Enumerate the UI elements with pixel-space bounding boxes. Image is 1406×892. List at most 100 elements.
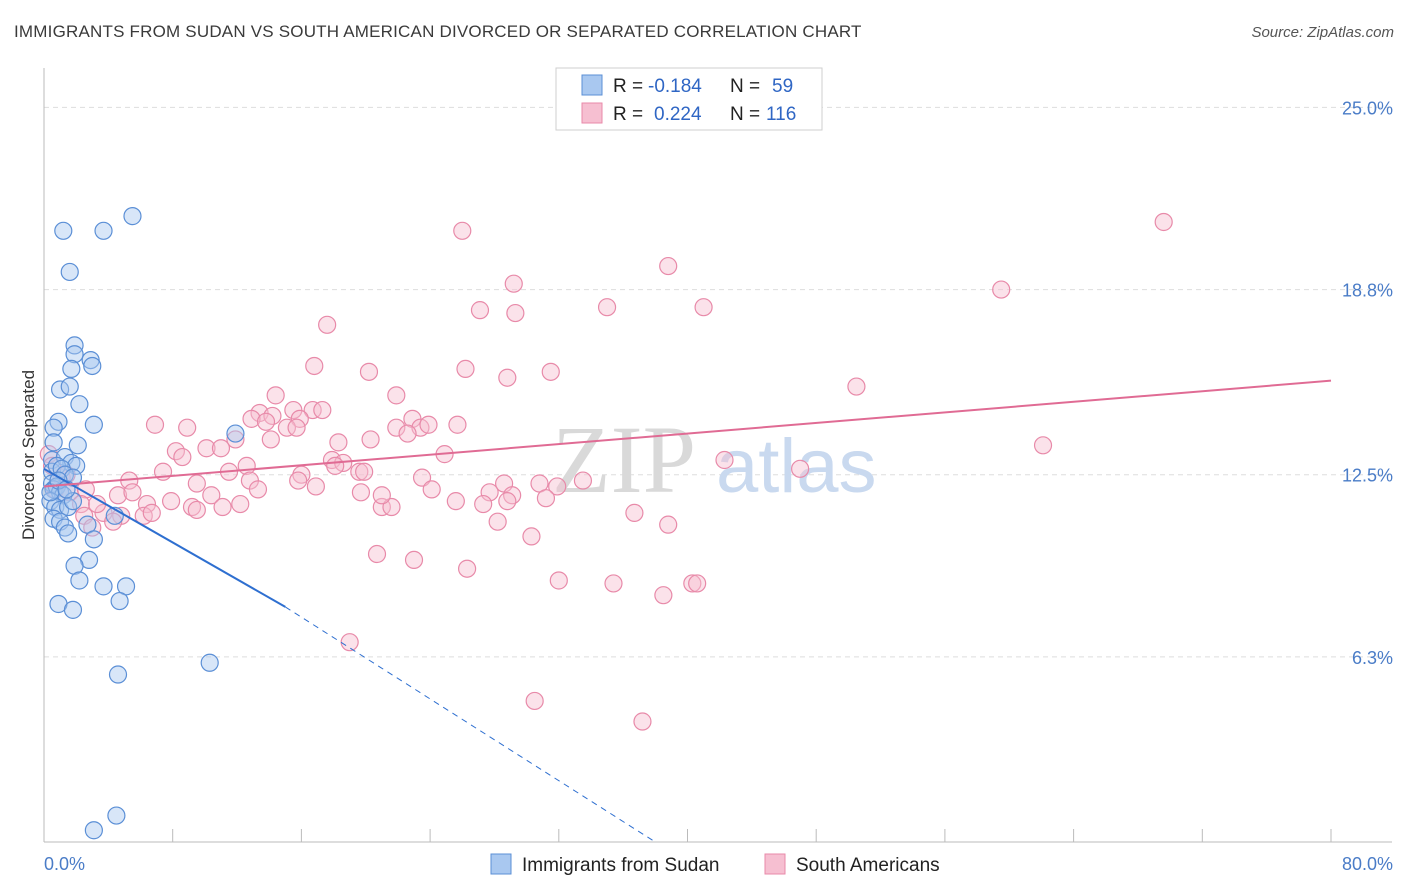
sudan-trend-line <box>43 467 286 608</box>
south-american-point-34 <box>448 415 467 434</box>
sudan-point-17 <box>68 436 87 455</box>
south-american-point-28 <box>178 418 197 437</box>
south-american-point-83 <box>498 492 517 511</box>
legend-n-label-1: N = <box>730 76 760 97</box>
axes-layer <box>43 68 1392 843</box>
legend-n-value-2: 116 <box>766 104 796 125</box>
south-american-point-89 <box>187 500 206 520</box>
south-american-point-51 <box>237 456 256 475</box>
south-american-point-22 <box>313 400 332 420</box>
south-american-point-76 <box>137 494 157 514</box>
south-american-point-29 <box>277 418 297 437</box>
sudan-point-11 <box>70 395 89 414</box>
south-american-point-77 <box>182 497 202 517</box>
south-american-point-107 <box>525 691 544 711</box>
south-american-point-88 <box>142 503 161 522</box>
south-american-point-55 <box>412 468 432 487</box>
south-american-point-15 <box>847 377 866 396</box>
south-american-point-112 <box>161 492 181 511</box>
south-american-point-30 <box>287 418 306 437</box>
south-american-point-116 <box>372 486 391 505</box>
south-american-point-1 <box>453 221 472 240</box>
legend-r-label-1: R = <box>613 76 643 97</box>
south-american-point-61 <box>422 480 441 499</box>
south-american-point-103 <box>654 586 673 605</box>
south-american-point-74 <box>76 480 95 499</box>
sudan-point-14 <box>44 418 63 437</box>
sudan-point-45 <box>65 556 84 575</box>
south-american-point-71 <box>480 483 499 502</box>
south-american-point-21 <box>303 400 322 420</box>
south-american-point-31 <box>387 418 406 437</box>
south-american-point-118 <box>536 489 556 508</box>
legend-n-label-2: N = <box>730 104 760 125</box>
legend-r-value-1: -0.184 <box>648 76 702 97</box>
y-tick-label-0: 6.3% <box>1352 648 1393 668</box>
sudan-point-7 <box>83 356 102 376</box>
sudan-point-47 <box>94 577 113 596</box>
south-american-point-13 <box>541 362 560 381</box>
south-american-point-102 <box>604 574 623 593</box>
south-american-point-114 <box>289 471 308 490</box>
series-legend: Immigrants from Sudan South Americans <box>490 853 940 876</box>
south-american-point-72 <box>503 486 522 505</box>
watermark: ZIP atlas <box>552 406 877 513</box>
south-american-point-100 <box>458 559 477 578</box>
south-american-point-67 <box>108 486 128 505</box>
south-american-point-37 <box>261 430 280 449</box>
south-american-point-115 <box>355 462 374 481</box>
south-american-point-8 <box>694 298 713 317</box>
south-american-point-54 <box>350 462 369 481</box>
sudan-point-13 <box>84 415 103 434</box>
legend-item-sudan: Immigrants from Sudan <box>522 855 719 876</box>
south-american-point-3 <box>504 274 523 293</box>
south-american-point-36 <box>226 430 245 449</box>
legend-swatch-blue <box>581 74 603 96</box>
south-american-point-40 <box>1033 436 1053 455</box>
axis-labels: 6.3% 12.5% 18.8% 25.0% 0.0% 80.0% <box>44 98 1393 874</box>
south-american-point-42 <box>197 439 216 458</box>
sudan-point-46 <box>70 571 89 590</box>
sudan-point-43 <box>84 530 103 549</box>
south-american-point-7 <box>597 298 617 317</box>
south-american-point-39 <box>361 430 380 449</box>
watermark-atlas: atlas <box>716 424 877 509</box>
grid-layer <box>44 106 1392 658</box>
legend-item-south-americans-swatch <box>764 853 786 875</box>
x-tick-label-0: 0.0% <box>44 854 85 874</box>
south-american-point-97 <box>522 527 541 546</box>
sudan-point-12 <box>49 412 68 431</box>
sudan-point-53 <box>108 665 128 684</box>
sudan-point-42 <box>59 524 78 543</box>
south-american-point-0 <box>1154 212 1173 232</box>
south-american-point-68 <box>123 483 142 502</box>
south-american-point-35 <box>398 424 417 443</box>
legend-item-south-americans: South Americans <box>796 855 940 876</box>
watermark-zip: ZIP <box>552 406 696 513</box>
south-american-point-99 <box>404 550 424 570</box>
sudan-point-35 <box>59 497 78 517</box>
y-tick-label-1: 12.5% <box>1342 466 1393 486</box>
legend-swatch-pink <box>581 102 603 124</box>
south-american-point-16 <box>266 386 285 405</box>
south-american-point-108 <box>633 712 652 731</box>
sudan-point-3 <box>60 262 79 282</box>
south-american-point-98 <box>367 544 387 564</box>
south-american-point-43 <box>211 439 231 458</box>
y-axis-title: Divorced or Separated <box>19 370 38 540</box>
correlation-legend: R = -0.184 N = 59 R = 0.224 N = 116 <box>555 67 823 131</box>
sudan-point-50 <box>63 600 83 619</box>
south-american-point-53 <box>326 456 345 475</box>
chart-title: IMMIGRANTS FROM SUDAN VS SOUTH AMERICAN … <box>14 22 862 41</box>
sudan-point-52 <box>200 653 219 672</box>
sudan-points <box>41 207 245 840</box>
south-american-point-117 <box>474 494 493 514</box>
sudan-point-0 <box>54 221 73 240</box>
sudan-point-55 <box>84 821 103 840</box>
south-american-point-23 <box>242 409 261 428</box>
south-american-point-90 <box>625 503 644 522</box>
south-american-point-44 <box>173 447 192 467</box>
south-american-point-10 <box>305 356 324 376</box>
south-american-point-56 <box>791 459 810 478</box>
